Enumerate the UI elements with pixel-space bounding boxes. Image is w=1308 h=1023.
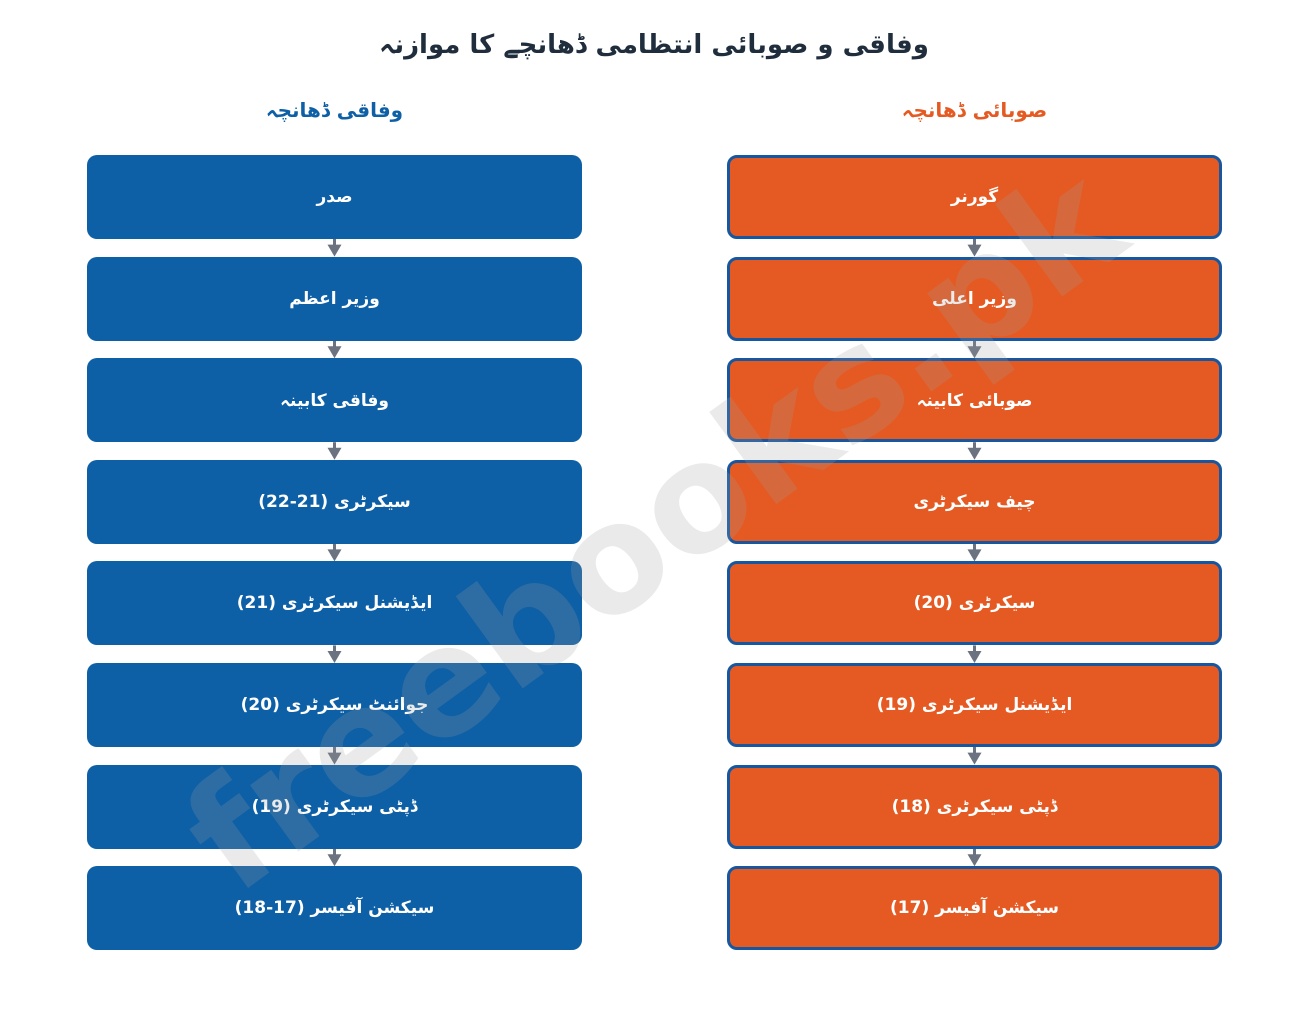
node: جوائنٹ سیکرٹری (20) bbox=[87, 663, 582, 747]
column-heading: وفاقی ڈھانچہ bbox=[265, 98, 404, 122]
node: چیف سیکرٹری bbox=[727, 459, 1222, 544]
arrow-head bbox=[327, 651, 342, 663]
node: سیکشن آفیسر (17) bbox=[727, 866, 1222, 951]
node: صدر bbox=[87, 155, 582, 239]
arrow-head bbox=[327, 752, 342, 765]
arrow-head bbox=[967, 854, 982, 867]
node: ایڈیشنل سیکرٹری (21) bbox=[87, 561, 582, 646]
arrow-head bbox=[967, 752, 982, 765]
node: صوبائی کابینہ bbox=[727, 358, 1222, 443]
arrow-head bbox=[967, 549, 982, 562]
arrow-head bbox=[327, 244, 342, 257]
column-heading: صوبائی ڈھانچہ bbox=[901, 98, 1048, 122]
node: وفاقی کابینہ bbox=[87, 358, 582, 443]
node: وزیر اعظم bbox=[87, 256, 582, 341]
arrow-head bbox=[967, 651, 982, 663]
node: گورنر bbox=[727, 155, 1222, 239]
arrow-head bbox=[327, 549, 342, 562]
node: وزیر اعلی bbox=[727, 256, 1222, 341]
node: ڈپٹی سیکرٹری (18) bbox=[727, 764, 1222, 849]
arrow-head bbox=[327, 854, 342, 867]
arrow-head bbox=[967, 346, 982, 359]
arrow-head bbox=[327, 346, 342, 359]
title: وفاقی و صوبائی انتظامی ڈھانچے کا موازنہ bbox=[379, 30, 929, 60]
node: ڈپٹی سیکرٹری (19) bbox=[87, 764, 582, 849]
node: سیکشن آفیسر (17-18) bbox=[87, 866, 582, 951]
arrow-head bbox=[327, 447, 342, 460]
arrow-head bbox=[967, 447, 982, 460]
node: سیکرٹری (20) bbox=[727, 561, 1222, 646]
arrow-head bbox=[967, 244, 982, 257]
node: ایڈیشنل سیکرٹری (19) bbox=[727, 663, 1222, 747]
node: سیکرٹری (21-22) bbox=[87, 459, 582, 544]
